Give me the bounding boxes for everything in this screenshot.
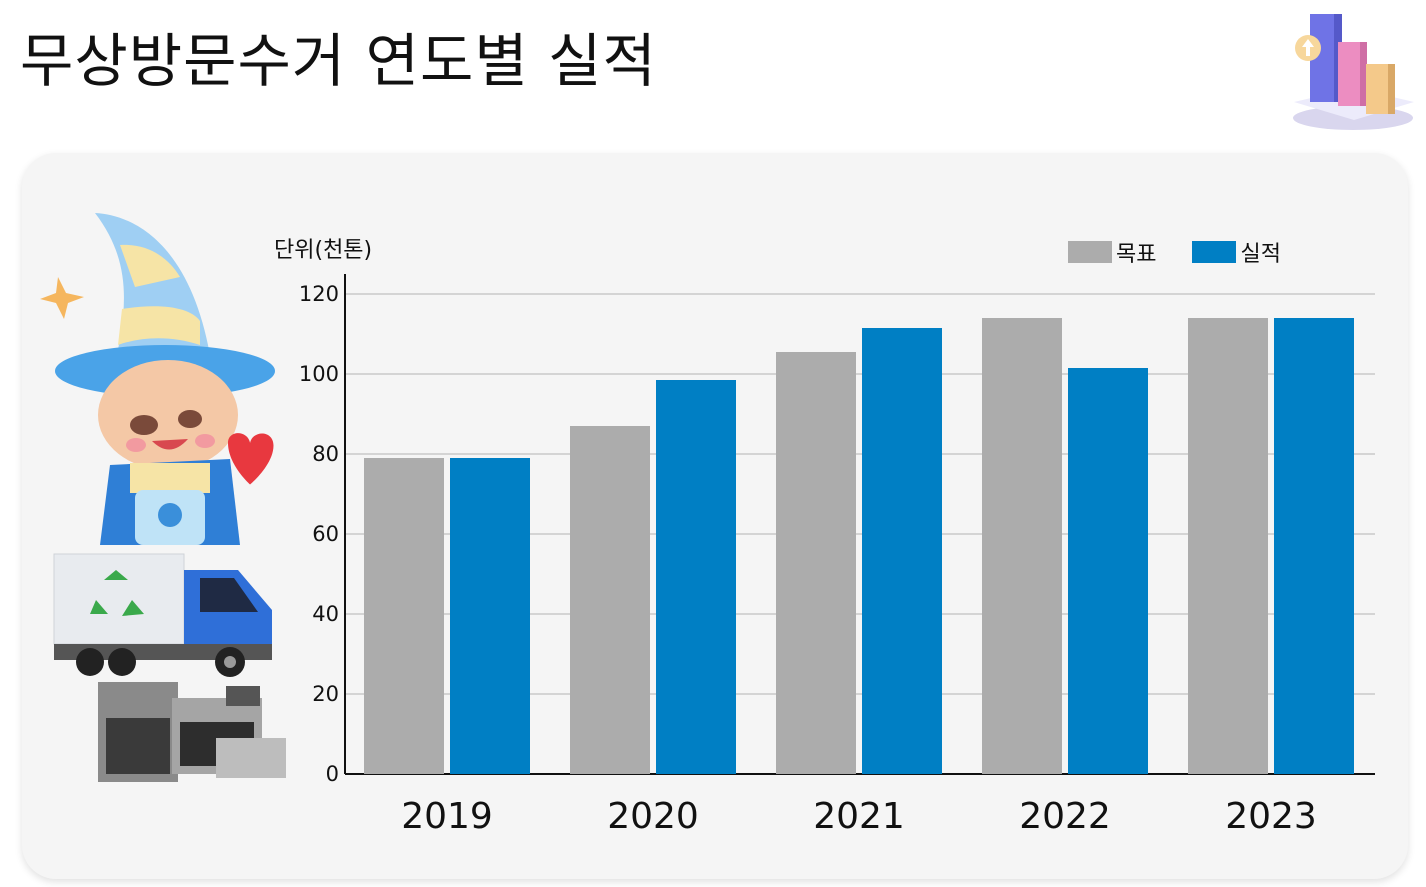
bar-actual-2019 [450,458,530,774]
bar-target-2019 [364,458,444,774]
y-tick-label: 0 [326,762,339,786]
page-title: 무상방문수거 연도별 실적 [20,27,657,95]
x-tick-label: 2021 [813,796,905,837]
bar-target-2021 [776,352,856,774]
legend-swatch-target [1068,241,1112,263]
bar-actual-2023 [1274,318,1354,774]
y-tick-label: 20 [312,682,339,706]
y-tick-label: 80 [312,442,339,466]
y-tick-label: 60 [312,522,339,546]
recycling-truck-icon [53,553,272,677]
bar-target-2020 [570,426,650,774]
unit-label: 단위(천톤) [274,238,373,263]
mascot-character-icon [40,213,275,545]
bar-actual-2022 [1068,368,1148,774]
appliances-icon [98,682,286,782]
bar-actual-2020 [656,380,736,774]
x-tick-label: 2019 [401,796,493,837]
bar-actual-2021 [862,328,942,774]
y-tick-label: 120 [299,282,339,306]
bar-target-2022 [982,318,1062,774]
y-tick-label: 40 [312,602,339,626]
chart-legend: 목표 실적 [1068,236,1317,268]
legend-label-actual: 실적 [1240,242,1281,267]
legend-swatch-actual [1192,241,1237,263]
chart-bars-icon [1293,14,1414,130]
x-tick-label: 2022 [1019,796,1111,837]
y-tick-label: 100 [299,362,339,386]
x-tick-label: 2020 [607,796,699,837]
x-tick-label: 2023 [1225,796,1317,837]
legend-label-target: 목표 [1116,242,1157,267]
legend-item-actual: 실적 [1192,236,1281,268]
bar-target-2023 [1188,318,1268,774]
legend-item-target: 목표 [1068,236,1156,268]
